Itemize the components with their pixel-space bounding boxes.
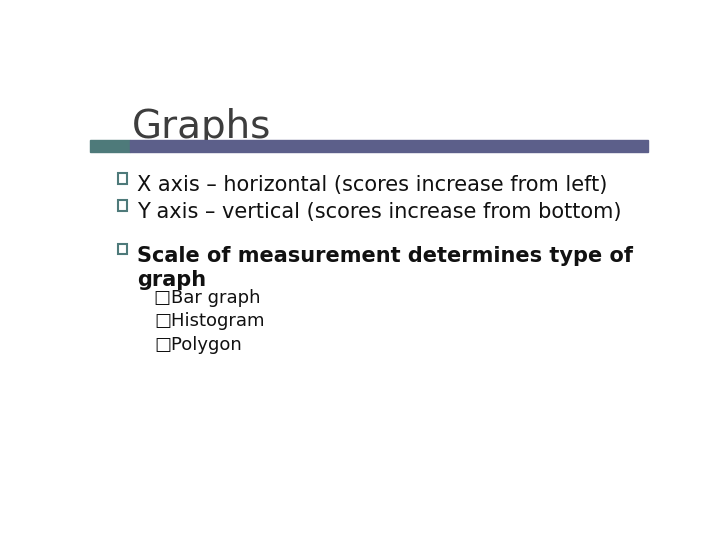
Bar bbox=[90, 140, 130, 152]
Text: □Histogram: □Histogram bbox=[154, 312, 265, 330]
Bar bbox=[118, 173, 127, 184]
Text: Y axis – vertical (scores increase from bottom): Y axis – vertical (scores increase from … bbox=[138, 202, 622, 222]
Text: Scale of measurement determines type of
graph: Scale of measurement determines type of … bbox=[138, 246, 634, 289]
Text: X axis – horizontal (scores increase from left): X axis – horizontal (scores increase fro… bbox=[138, 175, 608, 195]
Text: □Bar graph: □Bar graph bbox=[154, 288, 261, 307]
Bar bbox=[130, 140, 648, 152]
Text: Graphs: Graphs bbox=[132, 109, 271, 146]
Text: □Polygon: □Polygon bbox=[154, 336, 242, 354]
Bar bbox=[118, 244, 127, 254]
Bar bbox=[118, 200, 127, 211]
